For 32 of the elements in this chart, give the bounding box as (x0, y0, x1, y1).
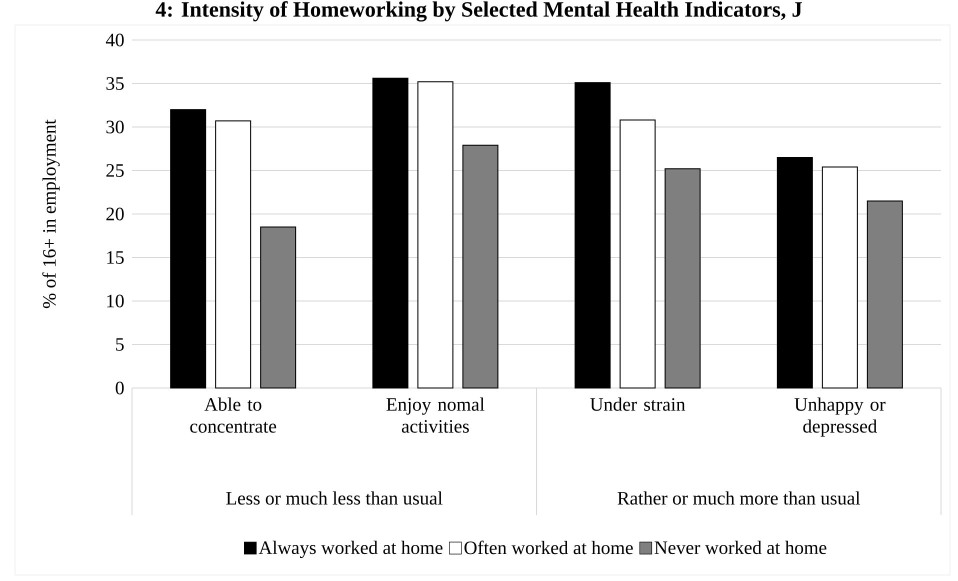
bar (260, 226, 296, 388)
x-tick-label: Under strain (590, 398, 686, 411)
bar (215, 120, 252, 388)
y-axis-title: % of 16+ in employment (42, 119, 60, 308)
y-tick-label: 35 (106, 77, 124, 90)
x-tick-label: Able to concentrate (190, 398, 276, 433)
bar (866, 200, 903, 388)
text: Less or much less than usual (226, 491, 442, 505)
y-tick-label: 40 (106, 34, 124, 46)
legend-label: Never worked at home (654, 540, 826, 554)
y-tick-label: 5 (116, 338, 124, 351)
bar (776, 156, 813, 388)
bar (372, 78, 408, 388)
x-tick-label: Unhappy or depressed (794, 398, 886, 437)
y-tick-label: 0 (116, 382, 124, 394)
bar (664, 168, 701, 388)
y-tick-label: 30 (106, 120, 124, 134)
bar (620, 120, 656, 388)
bar (417, 81, 454, 388)
y-tick-label: 20 (106, 208, 124, 220)
legend-label: Always worked at home (258, 540, 442, 558)
bar (170, 109, 206, 388)
bar (574, 82, 611, 388)
legend-label: Often worked at home (464, 540, 633, 554)
bar (822, 166, 858, 388)
chart-title: 4: Intensity of Homeworking by Selected Mental Health Indicators, J (156, 1, 802, 22)
y-tick-label: 15 (107, 251, 124, 264)
bar (462, 144, 498, 388)
y-tick-label: 25 (106, 164, 124, 177)
x-tick-label: Enjoy nomal activities (386, 398, 484, 433)
text: Rather or much more than usual (618, 491, 860, 505)
y-tick-label: 10 (107, 294, 124, 308)
